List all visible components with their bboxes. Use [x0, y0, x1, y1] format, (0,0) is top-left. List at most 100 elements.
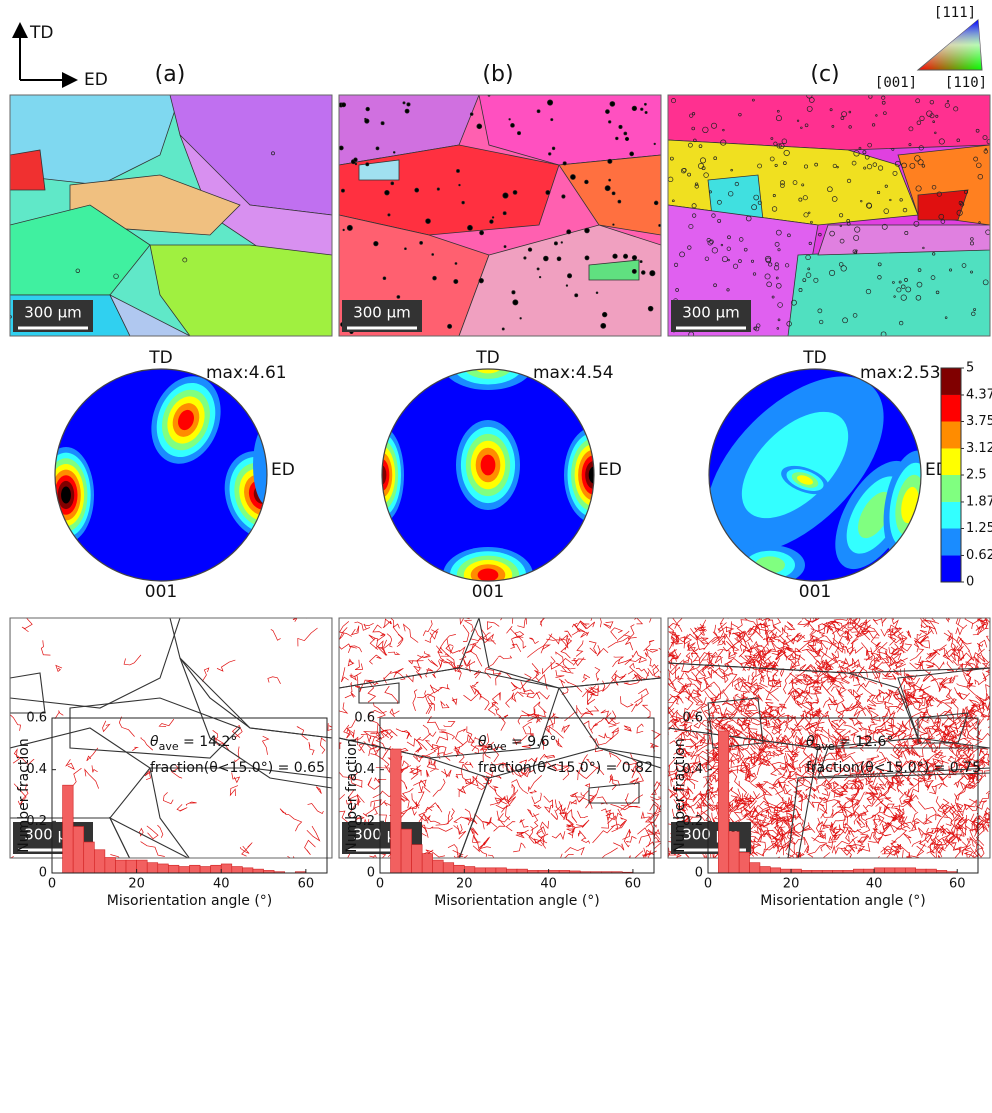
speck	[462, 201, 465, 204]
colorbar-band	[941, 502, 961, 529]
speck	[567, 274, 571, 278]
y-tick-label: 0.6	[26, 711, 47, 726]
colorbar-band	[941, 555, 961, 582]
x-axis-label: Misorientation angle (°)	[434, 893, 600, 909]
y-tick-label: 0.6	[354, 711, 375, 726]
bar	[253, 869, 264, 873]
colorbar-label: 1.25	[966, 521, 992, 536]
pf-top: TD	[802, 348, 826, 368]
speck	[341, 189, 344, 192]
speck	[365, 118, 367, 120]
speck	[407, 103, 410, 106]
bar	[864, 869, 874, 873]
x-tick-label: 40	[213, 877, 230, 892]
colorbar-band	[941, 395, 961, 422]
speck	[623, 254, 627, 258]
y-tick-label: 0	[367, 866, 375, 881]
panels: 300 µm300 µm300 µm300 µm300 µm300 µmTDED…	[0, 93, 992, 909]
speck	[543, 256, 548, 261]
speck	[504, 246, 506, 248]
bar	[147, 863, 158, 873]
speck	[347, 225, 352, 230]
speck	[546, 190, 550, 194]
x-tick-label: 20	[128, 877, 145, 892]
speck	[454, 279, 458, 283]
speck	[557, 257, 561, 261]
pf-bottom: 001	[472, 582, 504, 602]
colorbar-label: 1.87	[966, 494, 992, 509]
x-tick-label: 20	[456, 877, 473, 892]
bar	[718, 731, 728, 873]
speck	[640, 108, 643, 111]
ipf-111: [111]	[934, 5, 976, 21]
bar	[517, 869, 528, 873]
speck	[447, 324, 451, 328]
y-tick-label: 0.6	[682, 711, 703, 726]
speck	[426, 219, 431, 224]
panel-label: (b)	[482, 62, 513, 87]
ipf-001: [001]	[875, 75, 917, 91]
speck	[644, 103, 646, 105]
x-tick-label: 60	[949, 877, 966, 892]
pf-right: ED	[271, 460, 295, 480]
speck	[602, 312, 607, 317]
speck	[539, 276, 541, 278]
scale-label: 300 µm	[682, 304, 740, 322]
speck	[385, 190, 390, 195]
speck	[477, 124, 482, 129]
speck	[381, 122, 384, 125]
bar	[221, 864, 232, 873]
scale-label: 300 µm	[24, 304, 82, 322]
colorbar-band	[941, 422, 961, 449]
colorbar-label: 0.62	[966, 548, 992, 563]
speck	[502, 328, 504, 330]
grain	[788, 245, 990, 336]
bar	[126, 860, 137, 873]
lagb	[594, 608, 603, 618]
bar	[464, 867, 475, 873]
ipf-110: [110]	[945, 75, 987, 91]
bar	[401, 829, 412, 873]
bar	[760, 867, 770, 873]
ed-label: ED	[84, 70, 108, 90]
speck	[537, 110, 540, 113]
speck	[366, 163, 369, 166]
grain	[668, 95, 990, 150]
bar	[84, 842, 95, 873]
bar	[770, 868, 780, 873]
speck	[625, 137, 629, 141]
speck	[613, 224, 615, 226]
theta-subscript: ave	[815, 740, 835, 753]
grain	[10, 150, 45, 190]
panel-label: (c)	[810, 62, 839, 87]
speck	[433, 276, 437, 280]
speck	[503, 212, 506, 215]
bar	[137, 860, 148, 873]
speck	[632, 269, 636, 273]
bar	[412, 845, 423, 873]
bar	[853, 869, 863, 873]
colorbar-label: 5	[966, 361, 974, 376]
speck	[415, 188, 419, 192]
x-tick-label: 20	[783, 877, 800, 892]
bar	[200, 867, 211, 873]
bar	[63, 785, 74, 873]
speck	[432, 254, 434, 256]
speck	[509, 118, 511, 120]
speck	[566, 285, 568, 287]
bar	[916, 869, 926, 873]
y-tick-label: 0	[39, 866, 47, 881]
speck	[601, 323, 606, 328]
theta-value: = 12.6°	[835, 734, 894, 750]
pf-contour	[478, 569, 499, 582]
bar	[168, 865, 179, 873]
bar	[781, 869, 791, 873]
bar	[158, 864, 169, 873]
bar	[475, 868, 486, 873]
speck	[512, 291, 515, 294]
speck	[517, 132, 520, 135]
pole-figure	[38, 366, 309, 581]
x-tick-label: 40	[866, 877, 883, 892]
bar	[885, 868, 895, 873]
y-axis-label: Number fraction	[672, 738, 688, 852]
